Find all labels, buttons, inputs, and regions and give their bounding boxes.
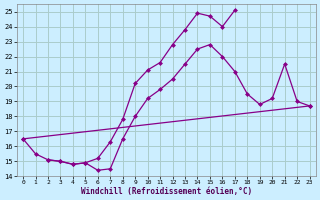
X-axis label: Windchill (Refroidissement éolien,°C): Windchill (Refroidissement éolien,°C) xyxy=(81,187,252,196)
